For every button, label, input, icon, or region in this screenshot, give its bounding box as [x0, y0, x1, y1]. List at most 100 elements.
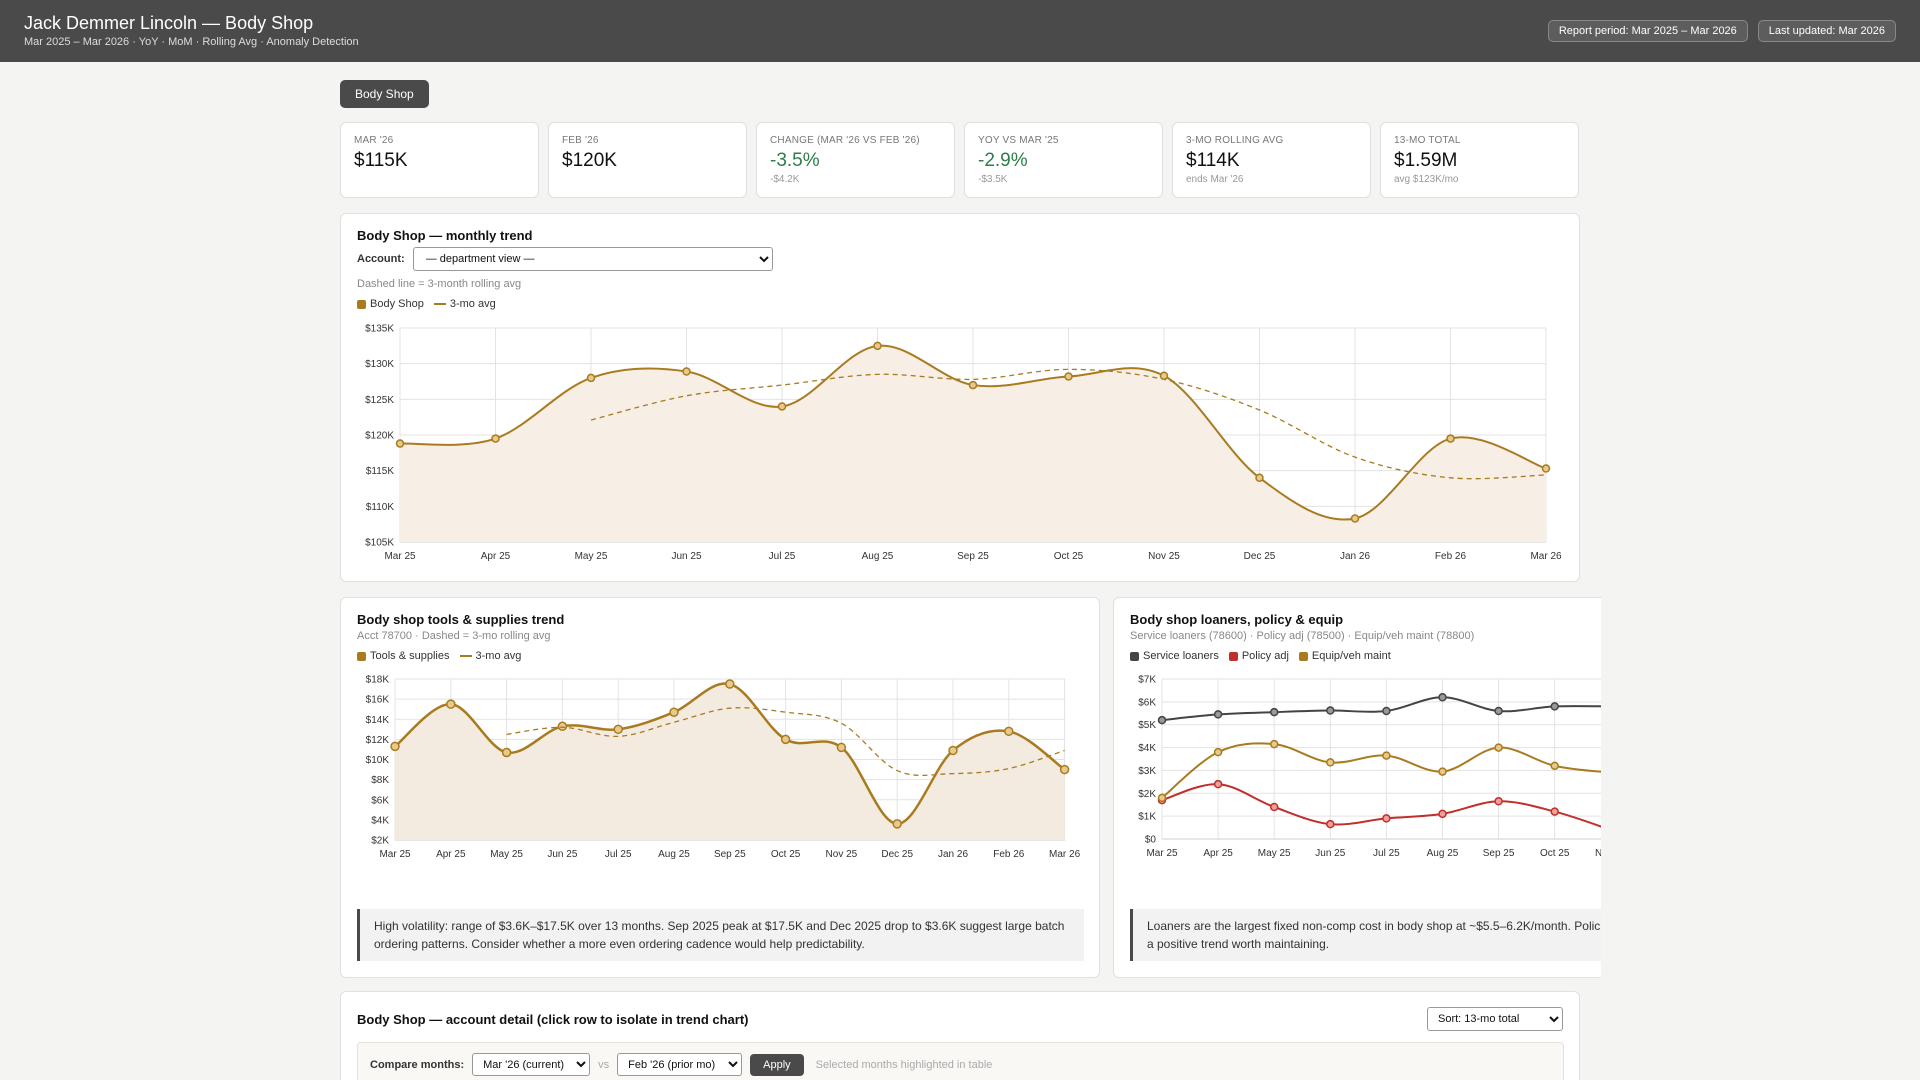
tools-legend: Tools & supplies 3-mo avg	[357, 650, 521, 662]
account-filter: Account: — department view —	[357, 247, 773, 271]
data-point	[1059, 764, 1070, 775]
tools-subtitle: Acct 78700 · Dashed = 3-mo rolling avg	[357, 630, 551, 642]
data-point	[777, 402, 787, 411]
x-tick-label: Mar 25	[384, 551, 416, 562]
x-tick-label: Feb 26	[1435, 551, 1467, 562]
y-tick-label: $110K	[366, 502, 395, 513]
data-point	[1438, 809, 1447, 819]
loaners-card: Body shop loaners, policy & equip Servic…	[1113, 597, 1601, 978]
data-point	[1494, 706, 1503, 716]
data-point	[1326, 758, 1335, 767]
data-point	[1326, 706, 1335, 715]
x-tick-label: Aug 25	[1427, 848, 1459, 859]
kpi-label: YOY VS MAR '25	[978, 135, 1059, 146]
data-point	[836, 742, 847, 753]
x-tick-label: Mar 26	[1049, 849, 1081, 860]
loaners-subtitle: Service loaners (78600) · Policy adj (78…	[1130, 630, 1475, 642]
vs-label: vs	[598, 1058, 610, 1071]
grid	[1161, 678, 1601, 840]
x-tick-label: Mar 25	[1146, 848, 1178, 859]
data-point	[501, 747, 512, 758]
kpi-sub: -$3.5K	[978, 174, 1008, 185]
x-tick-label: May 25	[490, 849, 523, 860]
y-tick-label: $8K	[371, 775, 389, 786]
data-point	[1157, 715, 1167, 725]
legend-label: Service loaners	[1143, 650, 1219, 662]
kpi-sub: ends Mar '26	[1186, 174, 1244, 185]
tools-supplies-chart: $2K $4K $6K $8K $10K $12K $14K $16K $18K Mar 25 Ap…	[366, 675, 1081, 861]
y-tick-label: $115K	[366, 466, 395, 477]
kpi-label: 13-MO TOTAL	[1394, 135, 1461, 146]
y-tick-label: $5K	[1138, 720, 1156, 731]
data-point	[1550, 761, 1559, 771]
legend-swatch	[1130, 651, 1139, 661]
data-point	[682, 367, 691, 376]
account-label: Account:	[357, 253, 405, 265]
data-point	[1269, 739, 1279, 749]
kpi-card-current: MAR '26 $115K	[340, 122, 539, 198]
sort-select[interactable]: Sort: 13-mo total	[1427, 1007, 1563, 1031]
x-tick-label: Mar 26	[1530, 551, 1562, 562]
legend-swatch	[1228, 651, 1238, 661]
x-tick-label: Jul 25	[769, 551, 796, 562]
data-point	[892, 819, 902, 829]
data-point	[780, 734, 791, 745]
legend-line	[433, 303, 446, 305]
note-line: Loaners are the largest fixed non-comp c…	[1147, 919, 1601, 933]
y-tick-label: $125K	[365, 395, 394, 406]
account-select[interactable]: — department view —	[412, 247, 773, 271]
data-point	[390, 741, 400, 752]
data-point	[446, 699, 456, 709]
y-tick-label: $14K	[366, 715, 390, 726]
compare-hint: Selected months highlighted in table	[815, 1058, 993, 1071]
kpi-value: $114K	[1186, 150, 1240, 171]
data-point	[1382, 751, 1391, 760]
y-tick-label: $4K	[371, 815, 389, 826]
series-line	[506, 707, 1065, 776]
legend-label: Equip/veh maint	[1311, 650, 1391, 662]
app-header: Jack Demmer Lincoln — Body Shop Mar 2025…	[0, 0, 1920, 62]
trend-note: Dashed line = 3-month rolling avg	[357, 278, 522, 290]
data-point	[1541, 464, 1551, 473]
series-line	[590, 368, 1547, 480]
tab-body-shop[interactable]: Body Shop	[340, 80, 429, 108]
y-tick-label: $10K	[366, 755, 390, 766]
y-tick-label: $18K	[366, 675, 390, 686]
x-tick-label: Jan 26	[1340, 551, 1370, 562]
tools-insight-note: High volatility: range of $3.6K–$17.5K o…	[357, 909, 1084, 961]
data-point	[968, 380, 978, 390]
month-a-select[interactable]: Mar '26 (current)	[472, 1053, 591, 1076]
data-point	[1550, 807, 1559, 816]
y-tick-label: $0	[1145, 835, 1157, 846]
page-subtitle: Mar 2025 – Mar 2026 · YoY · MoM · Rollin…	[24, 36, 359, 48]
data-point	[613, 724, 623, 735]
compare-controls: Compare months: Mar '26 (current) vs Feb…	[370, 1053, 992, 1076]
tools-supplies-card: Body shop tools & supplies trend Acct 78…	[340, 597, 1100, 978]
y-tick-label: $7K	[1138, 675, 1156, 686]
data-point	[669, 707, 679, 717]
y-tick-label: $3K	[1138, 766, 1156, 777]
y-tick-label: $130K	[365, 359, 394, 370]
monthly-trend-card: Body Shop — monthly trend Account: — dep…	[340, 213, 1580, 582]
data-point	[1350, 514, 1360, 523]
legend-label: Tools & supplies	[370, 650, 450, 662]
month-b-select[interactable]: Feb '26 (prior mo)	[617, 1053, 743, 1076]
x-tick-label: Apr 25	[436, 849, 466, 860]
trend-legend: Body Shop 3-mo avg	[357, 298, 496, 310]
legend-item-avg: 3-mo avg	[459, 650, 521, 662]
data-point	[586, 373, 596, 383]
kpi-card-prior: FEB '26 $120K	[548, 122, 747, 198]
series-area	[395, 683, 1065, 840]
x-tick-label: Sep 25	[1483, 848, 1515, 859]
data-point	[491, 434, 500, 443]
data-point	[1438, 693, 1447, 702]
apply-button[interactable]: Apply	[750, 1053, 804, 1076]
note-line: a positive trend worth maintaining.	[1147, 937, 1330, 951]
kpi-label: CHANGE (MAR '26 VS FEB '26)	[770, 135, 920, 146]
data-point	[948, 745, 958, 756]
y-tick-label: $2K	[1138, 789, 1156, 800]
data-point	[1269, 707, 1279, 717]
y-tick-label: $135K	[365, 324, 394, 335]
x-tick-label: Dec 25	[1244, 551, 1276, 562]
legend-swatch	[357, 651, 366, 661]
